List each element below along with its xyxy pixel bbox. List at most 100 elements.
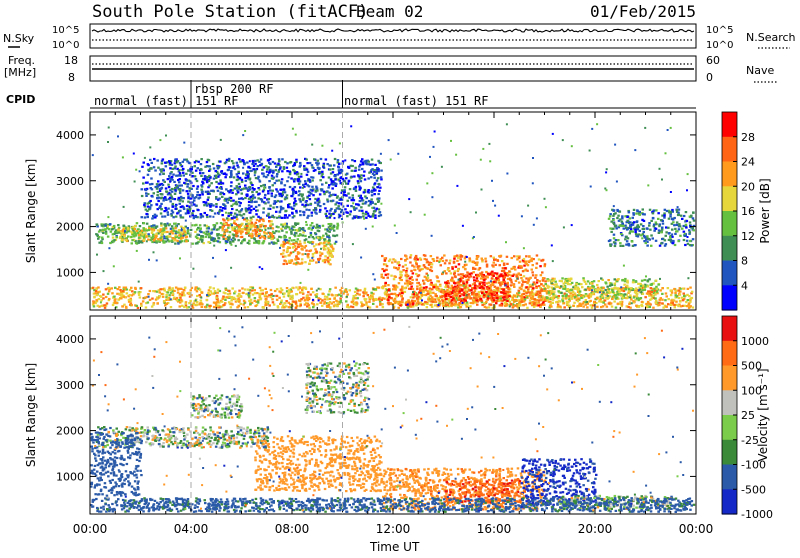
data-cell	[399, 301, 402, 303]
data-cell	[310, 176, 313, 178]
data-cell	[496, 294, 499, 296]
data-cell	[648, 225, 651, 227]
data-cell	[160, 239, 163, 241]
data-cell	[504, 276, 507, 278]
data-cell	[171, 176, 174, 178]
data-cell	[671, 218, 674, 220]
data-cell	[200, 158, 203, 160]
data-cell	[360, 180, 363, 182]
data-cell	[585, 283, 588, 285]
data-cell	[164, 215, 167, 217]
data-cell	[689, 287, 692, 289]
data-cell	[450, 272, 453, 274]
data-cell	[345, 183, 348, 185]
data-cell	[288, 260, 291, 262]
data-cell	[516, 258, 519, 260]
data-cell	[101, 237, 104, 239]
data-cell	[280, 287, 283, 289]
data-cell	[283, 249, 286, 251]
data-cell	[381, 286, 384, 288]
data-cell	[423, 283, 426, 285]
data-cell	[610, 231, 613, 233]
data-cell	[493, 281, 496, 283]
data-cell	[334, 287, 337, 289]
data-cell	[412, 303, 415, 305]
data-cell	[352, 194, 355, 196]
data-cell	[404, 282, 407, 284]
data-cell	[614, 283, 617, 285]
data-cell	[559, 300, 562, 302]
data-cell	[175, 225, 178, 227]
data-cell	[160, 188, 163, 190]
data-cell	[212, 204, 215, 206]
data-cell	[668, 239, 671, 241]
data-cell	[177, 231, 180, 233]
data-cell	[412, 272, 415, 274]
data-cell	[547, 280, 550, 282]
data-cell	[672, 242, 675, 244]
data-cell	[651, 298, 654, 300]
data-cell	[312, 303, 315, 305]
data-cell	[655, 302, 658, 304]
data-cell	[145, 189, 148, 191]
data-cell	[628, 290, 631, 292]
data-cell	[391, 261, 394, 263]
data-cell	[643, 235, 646, 237]
data-cell	[111, 228, 114, 230]
data-cell	[301, 291, 304, 293]
data-cell	[457, 268, 460, 270]
data-cell	[527, 291, 530, 293]
data-cell	[165, 303, 168, 305]
data-cell	[628, 244, 631, 246]
data-cell	[451, 277, 454, 279]
data-cell	[230, 212, 233, 214]
data-cell	[291, 225, 294, 227]
data-cell	[248, 227, 251, 229]
data-cell	[137, 240, 140, 242]
data-cell	[234, 298, 237, 300]
data-cell	[555, 286, 558, 288]
data-cell	[412, 296, 415, 298]
data-cell	[244, 306, 247, 308]
data-cell	[299, 214, 302, 216]
data-cell	[242, 198, 245, 200]
data-cell	[304, 304, 307, 306]
data-cell	[115, 302, 118, 304]
data-cell	[130, 236, 133, 238]
data-cell	[377, 170, 380, 172]
data-cell	[235, 235, 238, 237]
data-cell	[538, 299, 541, 301]
data-cell	[151, 195, 154, 197]
data-cell	[167, 291, 170, 293]
data-cell	[371, 194, 374, 196]
data-cell	[407, 285, 410, 287]
data-cell	[388, 294, 391, 296]
data-cell	[632, 217, 635, 219]
data-cell	[286, 250, 289, 252]
data-cell	[548, 286, 551, 288]
data-cell	[477, 274, 480, 276]
data-cell	[145, 209, 148, 211]
data-cell	[179, 210, 182, 212]
data-cell	[416, 263, 419, 265]
data-cell	[229, 241, 232, 243]
data-cell	[316, 303, 319, 305]
data-cell	[365, 213, 368, 215]
data-cell	[445, 259, 448, 261]
data-cell	[526, 263, 529, 265]
data-cell	[312, 306, 315, 308]
data-cell	[409, 261, 412, 263]
data-cell	[304, 180, 307, 182]
data-cell	[649, 209, 652, 211]
data-cell	[241, 228, 244, 230]
data-cell	[496, 300, 499, 302]
data-cell	[176, 297, 179, 299]
data-cell	[416, 279, 419, 281]
data-cell	[646, 292, 649, 294]
data-cell	[362, 295, 365, 297]
data-cell	[259, 230, 262, 232]
data-cell	[453, 273, 456, 275]
data-cell	[335, 294, 338, 296]
data-cell	[663, 214, 666, 216]
data-cell	[619, 245, 622, 247]
